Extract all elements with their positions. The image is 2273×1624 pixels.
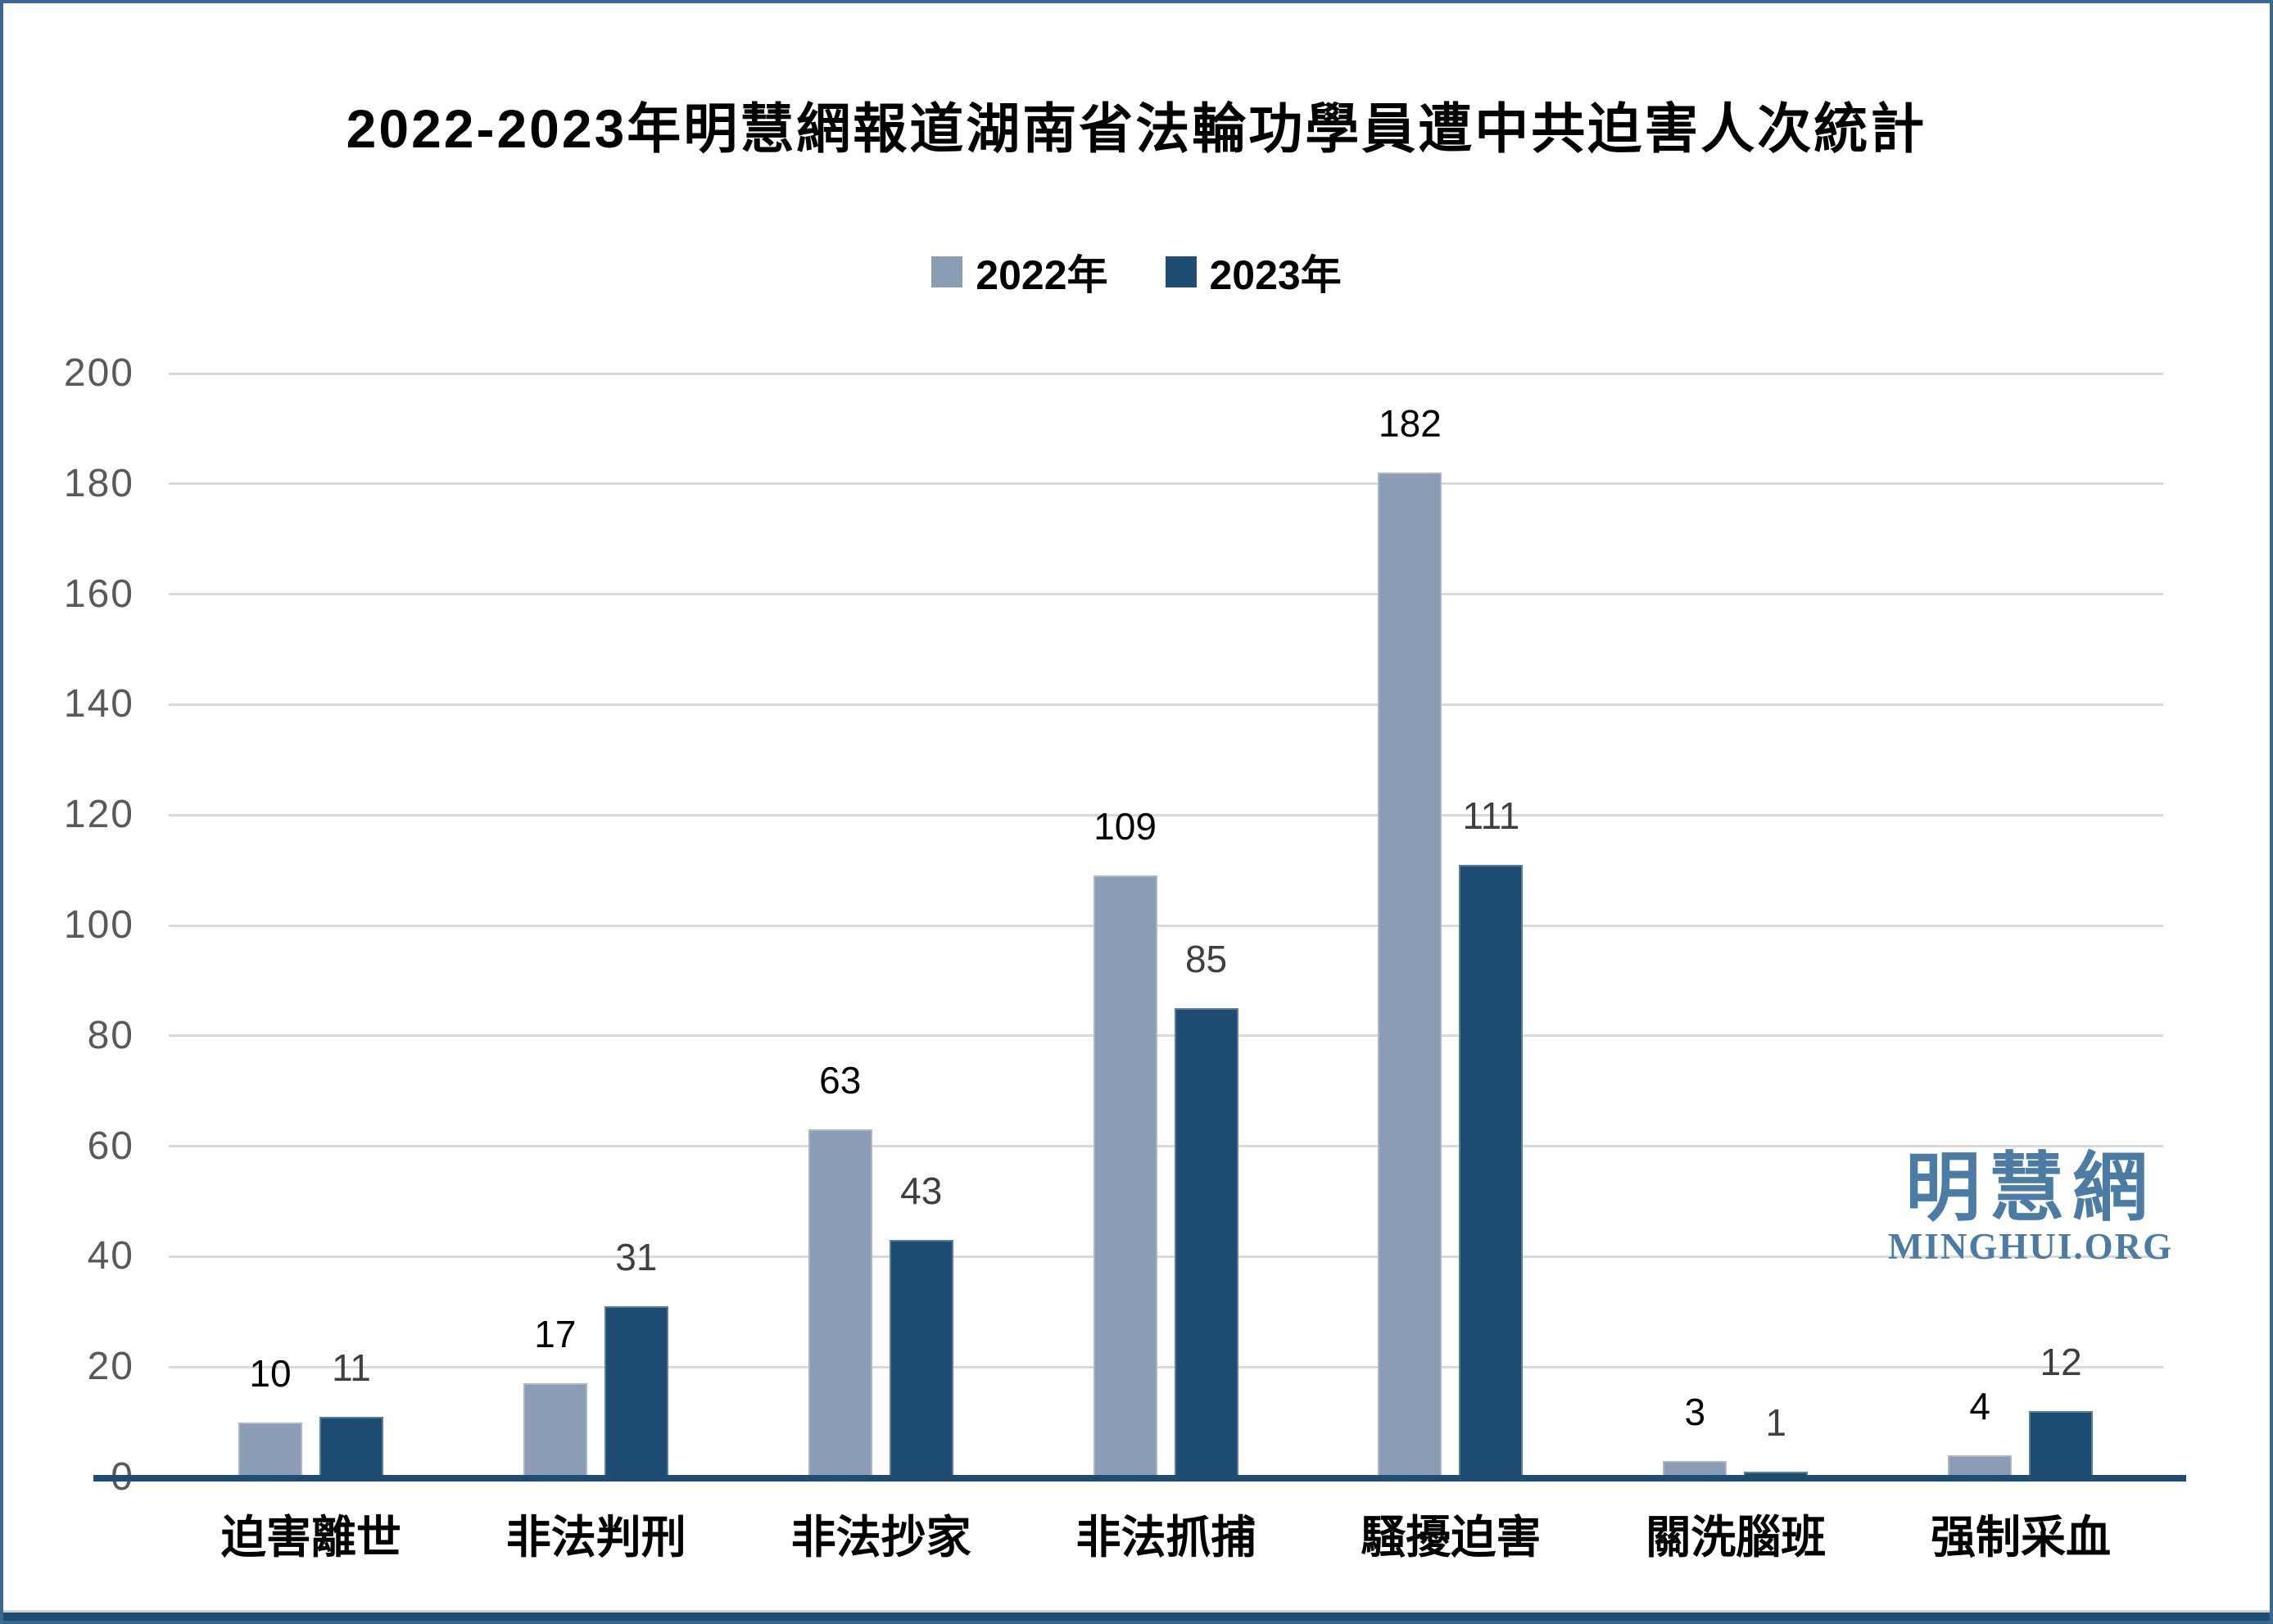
value-label-2023年-騷擾迫害: 111 <box>1462 794 1520 837</box>
y-axis-label-160: 160 <box>63 572 134 616</box>
legend-item-2023: 2023年 <box>1165 242 1342 301</box>
value-label-2022年-强制采血: 4 <box>1969 1385 1990 1428</box>
bar-2023年-關洗腦班 <box>1744 1472 1809 1477</box>
y-axis-label-180: 180 <box>63 461 134 505</box>
legend-item-2022: 2022年 <box>931 242 1108 301</box>
gridline-200 <box>169 372 2163 375</box>
value-label-2023年-强制采血: 12 <box>2040 1341 2082 1384</box>
gridline-80 <box>169 1034 2163 1038</box>
watermark-english-text: MINGHUI.ORG <box>1887 1226 2174 1267</box>
value-label-2023年-關洗腦班: 1 <box>1765 1401 1787 1445</box>
minghui-watermark: 明慧網 MINGHUI.ORG <box>1871 1147 2190 1267</box>
y-axis-label-140: 140 <box>63 682 134 726</box>
x-axis-label-5: 關洗腦班 <box>1646 1512 1827 1563</box>
x-axis-baseline <box>93 1475 2186 1482</box>
y-axis-label-60: 60 <box>87 1124 134 1168</box>
bar-2023年-非法判刑 <box>604 1306 668 1477</box>
x-axis-label-4: 騷擾迫害 <box>1361 1512 1542 1563</box>
x-axis-label-6: 强制采血 <box>1931 1512 2112 1563</box>
value-label-2022年-非法判刑: 17 <box>534 1313 577 1356</box>
bar-2023年-迫害離世 <box>319 1416 383 1477</box>
gridline-180 <box>169 482 2163 486</box>
bar-2022年-迫害離世 <box>238 1422 302 1477</box>
bar-2022年-關洗腦班 <box>1663 1460 1727 1477</box>
y-axis-label-40: 40 <box>87 1234 134 1278</box>
gridline-100 <box>169 924 2163 927</box>
bar-2022年-非法抄家 <box>808 1129 872 1477</box>
bottom-gray-line <box>3 1610 2270 1613</box>
gridline-60 <box>169 1145 2163 1148</box>
value-label-2022年-關洗腦班: 3 <box>1684 1390 1706 1433</box>
gridline-120 <box>169 813 2163 817</box>
legend-label-2022: 2022年 <box>976 252 1108 298</box>
value-label-2023年-非法判刑: 31 <box>615 1236 658 1279</box>
legend: 2022年 2023年 <box>3 242 2270 301</box>
bar-2023年-非法抄家 <box>889 1240 953 1477</box>
value-label-2022年-騷擾迫害: 182 <box>1379 402 1442 446</box>
y-axis-label-100: 100 <box>63 903 134 947</box>
value-label-2023年-非法抓捕: 85 <box>1184 938 1228 981</box>
bar-2023年-騷擾迫害 <box>1459 864 1524 1477</box>
chart-title: 2022-2023年明慧網報道湖南省法輪功學員遭中共迫害人次統計 <box>346 98 1927 159</box>
gridline-20 <box>169 1365 2163 1368</box>
bar-2023年-非法抓捕 <box>1174 1008 1238 1477</box>
y-axis-label-200: 200 <box>63 351 134 395</box>
bar-2022年-非法判刑 <box>523 1383 587 1477</box>
bar-2022年-强制采血 <box>1948 1455 2013 1477</box>
gridline-40 <box>169 1255 2163 1258</box>
plot-area: 0204060801001201401601802001011迫害離世1731非… <box>3 3 2270 1621</box>
x-axis-label-0: 迫害離世 <box>220 1512 401 1563</box>
value-label-2022年-非法抓捕: 109 <box>1093 805 1157 848</box>
value-label-2022年-迫害離世: 10 <box>249 1351 292 1395</box>
value-label-2023年-非法抄家: 43 <box>900 1169 943 1213</box>
bottom-border-bar <box>3 1613 2270 1621</box>
x-axis-label-2: 非法抄家 <box>790 1512 971 1563</box>
value-label-2022年-非法抄家: 63 <box>819 1059 862 1102</box>
y-axis-label-20: 20 <box>87 1345 134 1389</box>
value-label-2023年-迫害離世: 11 <box>332 1346 371 1389</box>
legend-swatch-2022 <box>931 256 963 287</box>
y-axis-label-120: 120 <box>63 793 134 837</box>
legend-swatch-2023 <box>1165 256 1197 287</box>
bar-2023年-强制采血 <box>2029 1411 2094 1477</box>
y-axis-label-80: 80 <box>87 1013 134 1057</box>
legend-label-2023: 2023年 <box>1209 252 1342 298</box>
watermark-chinese-text: 明慧網 <box>1904 1147 2156 1230</box>
gridline-160 <box>169 593 2163 596</box>
bar-2022年-騷擾迫害 <box>1378 473 1442 1477</box>
bar-2022年-非法抓捕 <box>1093 875 1157 1477</box>
gridline-140 <box>169 703 2163 706</box>
x-axis-label-1: 非法判刑 <box>505 1512 686 1563</box>
x-axis-label-3: 非法抓捕 <box>1075 1512 1256 1563</box>
